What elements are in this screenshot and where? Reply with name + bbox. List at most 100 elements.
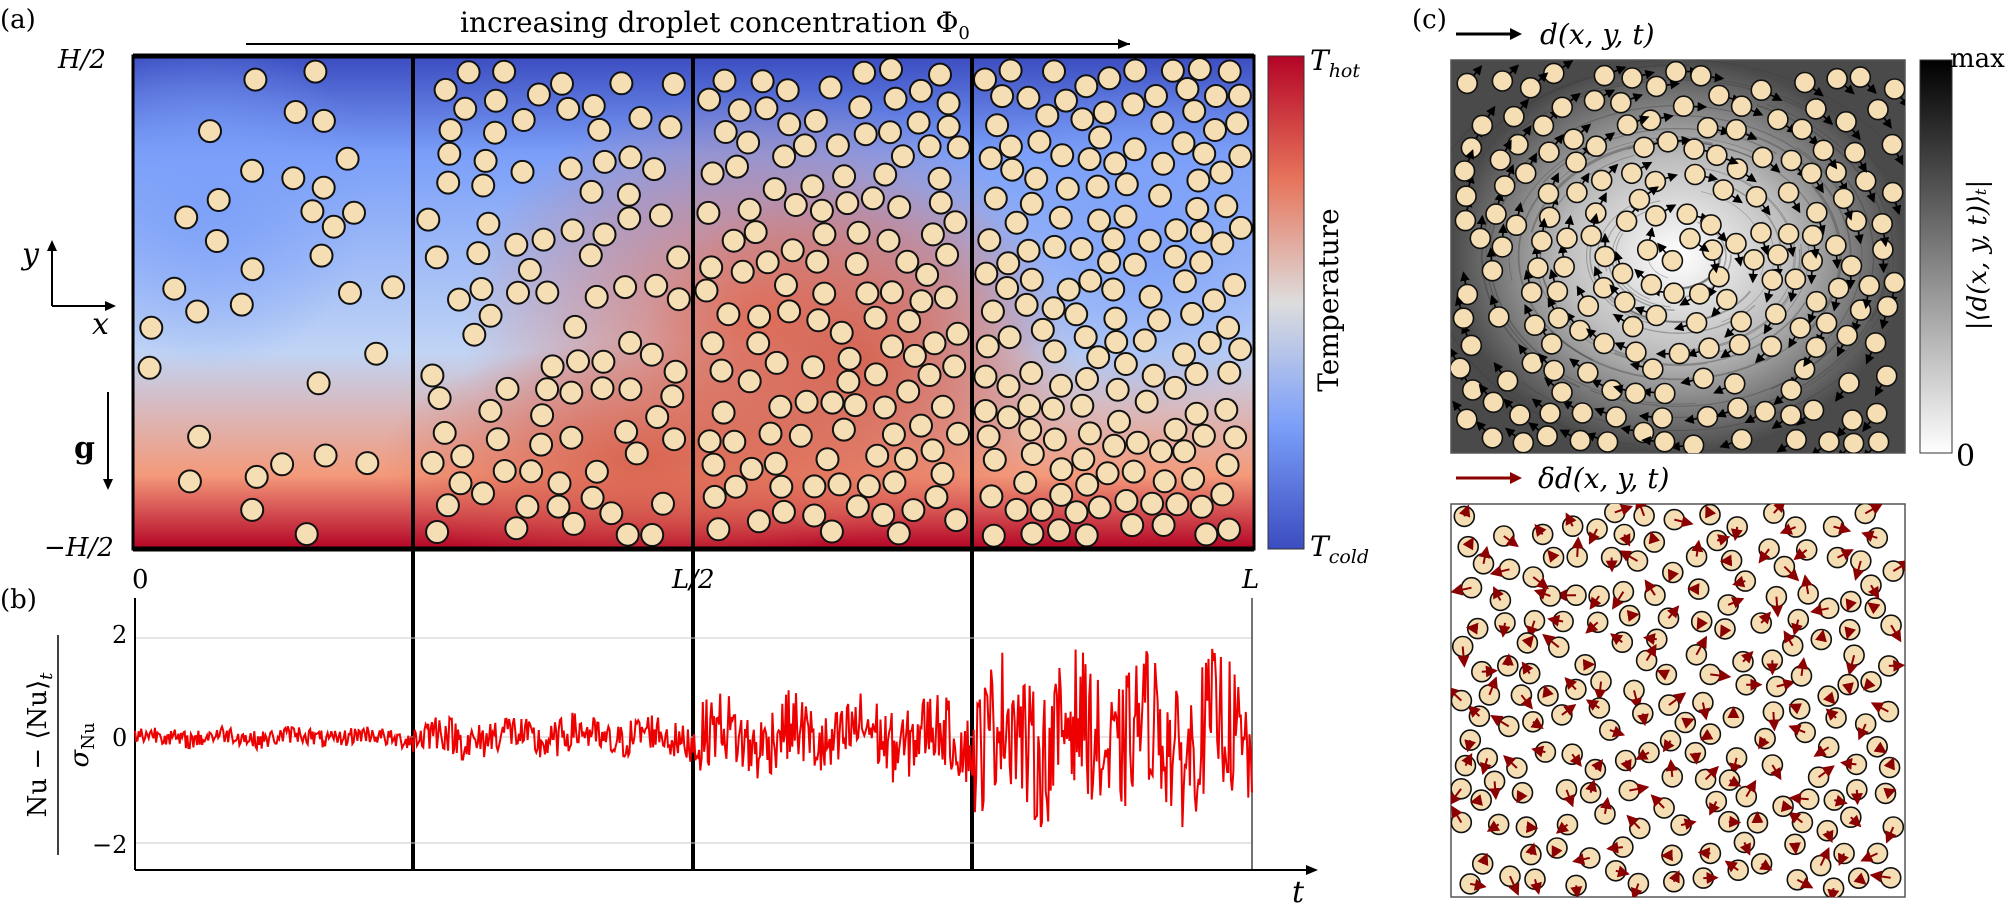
droplet <box>1539 402 1561 425</box>
droplet <box>517 257 542 282</box>
droplet <box>1585 135 1608 157</box>
droplet <box>335 146 360 171</box>
droplet <box>1191 423 1216 448</box>
droplet <box>943 210 968 235</box>
droplet <box>1881 181 1904 204</box>
gravity-label: g <box>74 431 95 466</box>
droplet <box>1805 98 1827 120</box>
droplet <box>1696 405 1719 428</box>
droplet <box>815 447 840 472</box>
droplet <box>1042 339 1067 364</box>
droplet <box>1684 163 1706 186</box>
droplet <box>139 315 164 340</box>
droplet <box>1187 57 1212 82</box>
droplet <box>1165 492 1190 517</box>
droplet <box>792 133 817 158</box>
droplet <box>1074 523 1099 548</box>
droplet <box>1209 160 1234 185</box>
droplet <box>973 67 997 92</box>
droplet <box>1456 408 1478 431</box>
droplet <box>1092 100 1117 125</box>
droplet <box>462 322 487 347</box>
droplet <box>1765 303 1787 325</box>
droplet <box>1087 208 1112 233</box>
droplet <box>996 374 1021 399</box>
droplet <box>364 341 389 366</box>
droplet <box>515 494 540 519</box>
droplet <box>1654 382 1676 405</box>
droplet <box>1217 59 1242 84</box>
droplet <box>855 281 880 306</box>
droplet <box>1203 118 1227 142</box>
droplet <box>1018 417 1043 442</box>
svg-text:σNu: σNu <box>65 722 99 767</box>
droplet <box>1566 181 1588 204</box>
droplet <box>1565 151 1587 173</box>
droplet <box>917 363 942 387</box>
droplet <box>1818 430 1840 453</box>
droplet <box>240 257 265 282</box>
droplet <box>820 390 845 415</box>
droplet <box>436 170 461 195</box>
droplet <box>746 331 771 356</box>
droplet <box>702 484 727 509</box>
droplet <box>561 511 586 536</box>
droplet <box>1125 430 1150 455</box>
droplet <box>381 275 406 300</box>
droplet <box>1103 306 1128 331</box>
droplet <box>1777 181 1800 204</box>
droplet <box>1536 425 1558 447</box>
droplet <box>547 471 572 496</box>
droplet <box>930 461 955 486</box>
droplet <box>709 358 734 383</box>
droplet <box>831 417 856 442</box>
droplet <box>1055 176 1080 201</box>
droplet <box>580 485 605 510</box>
droplet <box>185 299 210 324</box>
droplet <box>1725 118 1747 141</box>
droplet <box>930 394 955 419</box>
droplet <box>1194 522 1219 547</box>
droplet <box>1596 431 1619 453</box>
droplet <box>852 60 877 85</box>
droplet <box>927 166 952 191</box>
droplet <box>1050 143 1075 168</box>
droplet <box>1815 312 1838 334</box>
droplet <box>835 191 860 216</box>
droplet <box>1780 149 1803 172</box>
droplet <box>642 157 667 182</box>
droplet-layer <box>137 57 1253 548</box>
droplet <box>713 120 738 144</box>
droplet <box>1017 394 1042 418</box>
droplet <box>1728 333 1751 356</box>
droplet <box>618 377 643 402</box>
droplet <box>640 523 665 547</box>
droplet <box>1577 361 1599 384</box>
droplet <box>802 474 827 499</box>
droplet <box>1075 367 1099 391</box>
droplet <box>1547 307 1570 329</box>
droplet <box>697 87 722 112</box>
colorbar-min: 0 <box>1956 439 1975 474</box>
droplet <box>1642 358 1664 380</box>
droplet <box>1151 513 1176 537</box>
droplet <box>645 405 670 429</box>
droplet <box>880 334 905 359</box>
droplet <box>1585 202 1607 224</box>
droplet <box>1004 497 1029 522</box>
droplet <box>1014 292 1039 317</box>
droplet <box>1692 367 1715 390</box>
droplet <box>1849 66 1872 88</box>
droplet <box>1663 282 1685 305</box>
droplet <box>1035 103 1060 128</box>
droplet <box>435 493 460 518</box>
droplet <box>1812 139 1835 162</box>
droplet <box>1688 283 1711 305</box>
droplet <box>1020 521 1045 546</box>
droplet <box>1621 162 1643 185</box>
droplet <box>1532 115 1555 137</box>
droplet <box>1215 453 1240 478</box>
droplet <box>1455 185 1477 207</box>
droplet <box>1842 432 1865 453</box>
panel-b-label: (b) <box>0 585 37 615</box>
